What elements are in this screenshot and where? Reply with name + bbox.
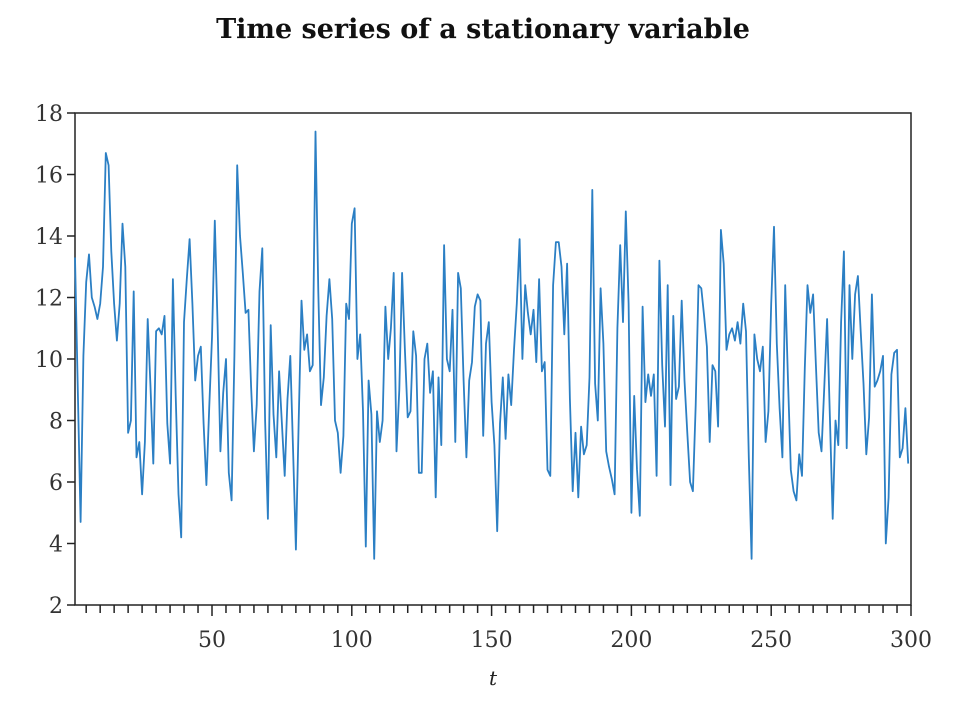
series-line [74, 130, 910, 560]
y-tick-label: 8 [49, 410, 63, 435]
chart-title: Time series of a stationary variable [216, 14, 750, 45]
x-tick-label: 250 [750, 628, 792, 653]
y-tick-label: 10 [35, 348, 63, 373]
x-tick-label: 300 [890, 628, 932, 653]
y-tick-label: 16 [35, 164, 63, 189]
x-tick-label: 50 [198, 628, 226, 653]
x-axis-label: t [489, 666, 498, 690]
y-tick-label: 4 [49, 533, 63, 558]
x-tick-label: 200 [610, 628, 652, 653]
x-tick-label: 100 [331, 628, 373, 653]
y-tick-label: 12 [35, 287, 63, 312]
y-tick-label: 2 [49, 594, 63, 619]
y-tick-label: 14 [35, 225, 63, 250]
y-tick-label: 6 [49, 471, 63, 496]
x-tick-label: 150 [471, 628, 513, 653]
axis-tick-labels: 2 4 6 8 10 12 14 16 18 50 100 150 200 250 300 [35, 102, 932, 653]
axis-ticks [67, 112, 912, 616]
y-tick-label: 18 [35, 102, 63, 127]
